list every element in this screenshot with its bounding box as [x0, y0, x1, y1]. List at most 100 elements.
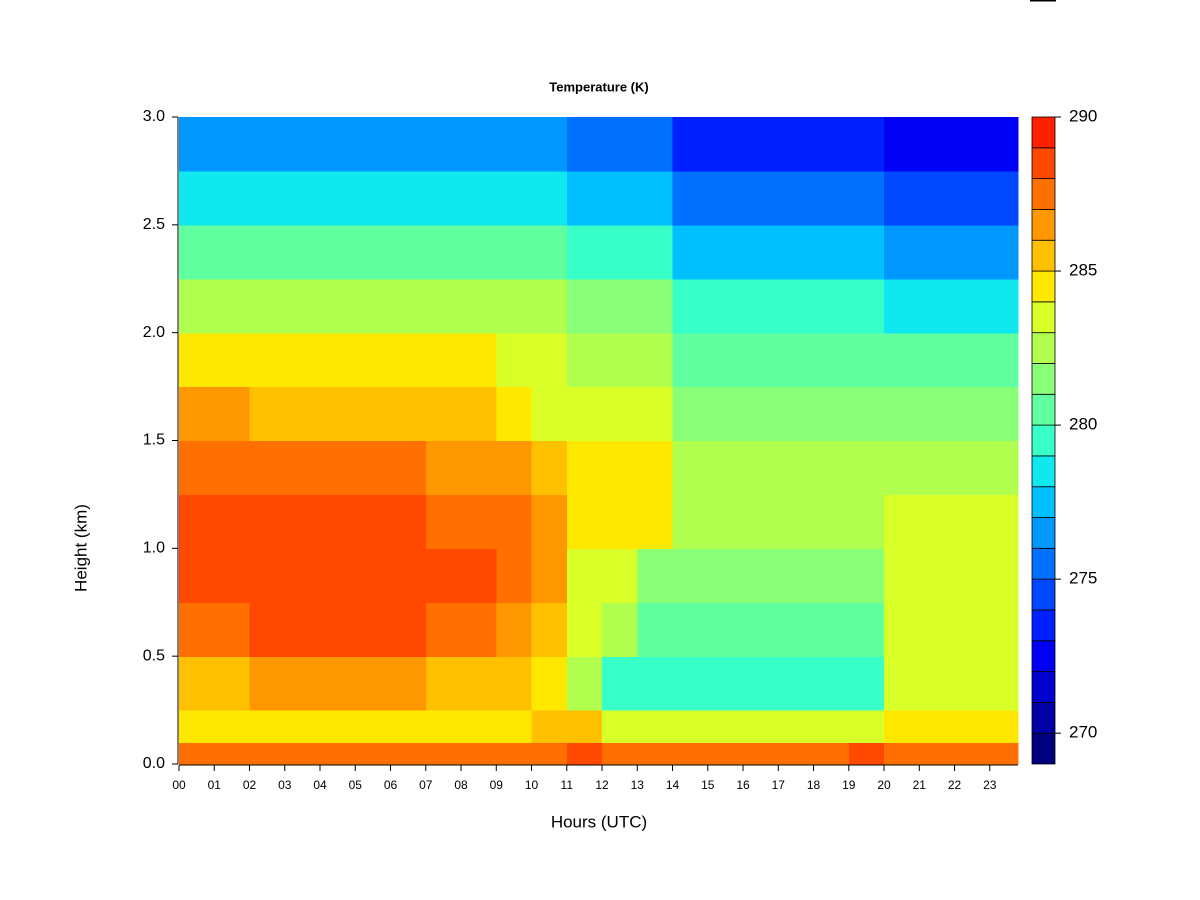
x-tick-label: 11 — [561, 778, 574, 792]
heat-cell — [707, 278, 744, 334]
x-tick-label: 01 — [208, 778, 222, 792]
heat-cell — [813, 224, 850, 280]
heat-cell — [848, 224, 885, 280]
heat-cell — [496, 278, 533, 334]
heat-cell — [989, 710, 1019, 744]
heat-cell — [425, 386, 462, 442]
heat-cell — [320, 332, 356, 388]
heat-cell — [390, 548, 427, 603]
heat-cell — [496, 224, 533, 280]
x-tick-label: 23 — [983, 778, 997, 792]
heat-cell — [320, 742, 356, 765]
heat-cell — [672, 742, 709, 765]
heat-cell — [848, 117, 885, 172]
heat-cell — [848, 278, 885, 334]
heat-cell — [884, 386, 920, 442]
heat-cell — [919, 386, 956, 442]
heat-cell — [249, 656, 286, 711]
heat-cell — [249, 278, 286, 334]
heat-cell — [813, 332, 850, 388]
x-tick-label: 04 — [313, 778, 327, 792]
heat-cell — [179, 170, 215, 226]
colorbar-box — [1031, 578, 1056, 611]
heat-cell — [743, 278, 779, 334]
heat-cell — [778, 602, 815, 657]
heat-cell — [566, 224, 603, 280]
y-tick-label: 0.5 — [143, 647, 165, 664]
heat-cell — [249, 440, 286, 496]
heat-cell — [602, 386, 638, 442]
heat-cell — [461, 742, 497, 765]
heat-cell — [179, 656, 215, 711]
heat-cell — [989, 117, 1019, 172]
heat-cell — [284, 332, 321, 388]
heat-cell — [566, 710, 603, 744]
heat-cell — [249, 742, 286, 765]
heat-cell — [672, 494, 709, 549]
heat-cell — [743, 332, 779, 388]
colorbar-tick-label: 270 — [1069, 723, 1097, 742]
heat-cell — [848, 656, 885, 711]
heat-cell — [743, 710, 779, 744]
colorbar-box — [1031, 671, 1056, 703]
heat-cell — [320, 170, 356, 226]
heat-cell — [390, 440, 427, 496]
heat-cell — [989, 278, 1019, 334]
x-tick-label: 16 — [736, 778, 750, 792]
heat-cell — [919, 278, 956, 334]
heat-cell — [461, 278, 497, 334]
heat-cell — [496, 117, 533, 172]
heat-cell — [602, 602, 638, 657]
heat-cell — [566, 117, 603, 172]
heat-cell — [989, 386, 1019, 442]
heat-cell — [284, 742, 321, 765]
heat-cell — [461, 602, 497, 657]
heat-cell — [566, 170, 603, 226]
heat-cell — [707, 332, 744, 388]
x-tick-label: 09 — [490, 778, 504, 792]
heat-cell — [355, 386, 392, 442]
heat-cell — [461, 386, 497, 442]
heat-cell — [566, 386, 603, 442]
heat-cell — [496, 710, 533, 744]
heat-cell — [425, 602, 462, 657]
heat-cell — [531, 386, 568, 442]
heat-cell — [179, 742, 215, 765]
heat-cell — [672, 548, 709, 603]
heat-cell — [320, 548, 356, 603]
heat-cell — [531, 548, 568, 603]
heat-cell — [743, 224, 779, 280]
heat-cell — [390, 278, 427, 334]
heat-cell — [390, 386, 427, 442]
heat-cell — [778, 440, 815, 496]
heat-cell — [249, 548, 286, 603]
heat-cell — [672, 224, 709, 280]
heat-cell — [425, 494, 462, 549]
heat-cell — [884, 224, 920, 280]
heat-cell — [566, 440, 603, 496]
colorbar-box — [1031, 701, 1056, 734]
x-tick-label: 03 — [278, 778, 292, 792]
heat-cell — [355, 548, 392, 603]
heat-cell — [496, 440, 533, 496]
heat-cell — [848, 386, 885, 442]
heat-cell — [813, 742, 850, 765]
heat-cell — [778, 742, 815, 765]
y-tick-label: 1.0 — [143, 540, 165, 557]
heat-cell — [884, 656, 920, 711]
heat-cell — [249, 224, 286, 280]
heat-cell — [214, 656, 251, 711]
heat-cell — [284, 548, 321, 603]
y-tick-label: 3.0 — [143, 108, 165, 125]
heat-cell — [707, 602, 744, 657]
heat-cell — [461, 332, 497, 388]
heat-cell — [355, 332, 392, 388]
heat-cell — [249, 332, 286, 388]
heat-cell — [214, 742, 251, 765]
x-tick-label: 08 — [454, 778, 468, 792]
heat-cell — [179, 117, 215, 172]
heat-cell — [425, 742, 462, 765]
heat-cell — [743, 656, 779, 711]
heat-cell — [778, 224, 815, 280]
x-tick-label: 20 — [877, 778, 891, 792]
